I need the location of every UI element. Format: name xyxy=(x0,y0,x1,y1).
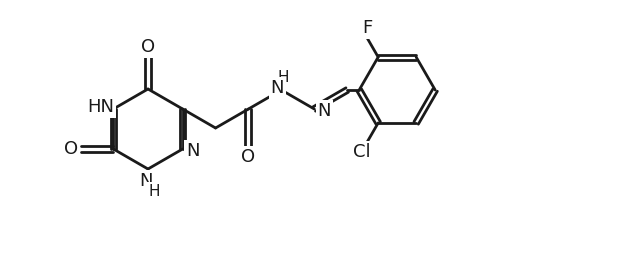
Text: O: O xyxy=(241,148,255,166)
Text: N: N xyxy=(140,172,153,190)
Text: O: O xyxy=(141,38,155,56)
Text: O: O xyxy=(64,140,79,158)
Text: HN: HN xyxy=(87,98,114,116)
Text: H: H xyxy=(148,183,160,198)
Text: N: N xyxy=(186,142,200,160)
Text: N: N xyxy=(317,102,331,120)
Text: F: F xyxy=(362,19,372,37)
Text: N: N xyxy=(271,79,284,97)
Text: Cl: Cl xyxy=(353,143,371,161)
Text: H: H xyxy=(278,70,289,85)
